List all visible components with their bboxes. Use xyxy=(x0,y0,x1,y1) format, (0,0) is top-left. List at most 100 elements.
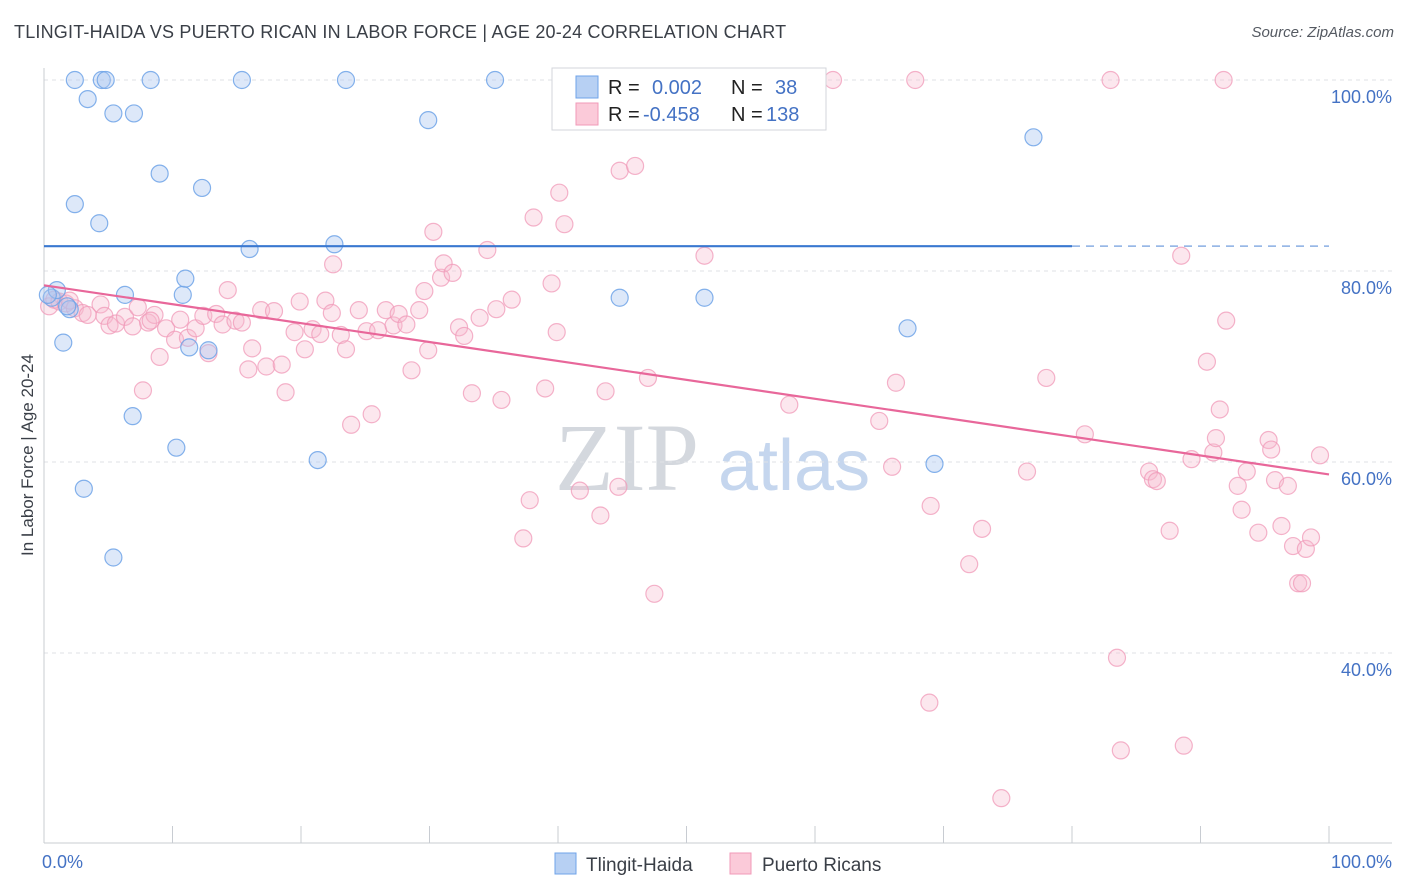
point-tlingit-haida xyxy=(104,104,123,123)
point-puerto-ricans xyxy=(115,307,135,326)
point-puerto-ricans xyxy=(906,70,925,90)
point-puerto-ricans xyxy=(410,301,429,320)
point-puerto-ricans xyxy=(870,411,889,431)
point-tlingit-haida xyxy=(124,104,144,123)
point-tlingit-haida xyxy=(90,214,109,233)
point-tlingit-haida xyxy=(96,70,115,90)
point-puerto-ricans xyxy=(150,347,169,367)
point-tlingit-haida xyxy=(58,297,77,316)
point-tlingit-haida xyxy=(898,319,917,338)
point-puerto-ricans xyxy=(128,298,147,317)
point-puerto-ricans xyxy=(239,360,258,379)
point-tlingit-haida xyxy=(54,333,73,352)
point-tlingit-haida xyxy=(74,479,93,498)
point-puerto-ricans xyxy=(1292,574,1312,593)
point-tlingit-haida xyxy=(325,235,344,254)
point-puerto-ricans xyxy=(1272,516,1291,536)
point-puerto-ricans xyxy=(431,268,451,287)
point-puerto-ricans xyxy=(972,519,992,538)
point-tlingit-haida xyxy=(308,450,327,470)
point-puerto-ricans xyxy=(524,208,543,227)
point-puerto-ricans xyxy=(138,313,158,332)
legend-swatch-tlingit xyxy=(575,75,599,99)
point-tlingit-haida xyxy=(485,70,505,90)
point-puerto-ricans xyxy=(1101,70,1120,90)
point-tlingit-haida xyxy=(240,239,259,259)
legend-r-label-tlingit: R = xyxy=(608,77,640,99)
point-puerto-ricans xyxy=(823,70,843,90)
point-puerto-ricans xyxy=(1262,440,1281,459)
point-puerto-ricans xyxy=(609,477,628,496)
point-puerto-ricans xyxy=(596,382,615,401)
point-puerto-ricans xyxy=(133,381,153,400)
point-puerto-ricans xyxy=(638,368,658,388)
legend-n-value-tlingit: 38 xyxy=(775,77,797,99)
point-puerto-ricans xyxy=(285,323,304,342)
point-puerto-ricans xyxy=(1237,462,1256,481)
point-tlingit-haida xyxy=(925,454,944,474)
point-tlingit-haida xyxy=(65,70,84,90)
point-puerto-ricans xyxy=(226,311,245,330)
chart-title: TLINGIT-HAIDA VS PUERTO RICAN IN LABOR F… xyxy=(14,22,787,42)
point-tlingit-haida xyxy=(1024,128,1043,147)
point-puerto-ricans xyxy=(264,302,284,321)
point-tlingit-haida xyxy=(419,111,438,130)
series-tlingit-haida xyxy=(38,70,1043,567)
x-axis-ticks xyxy=(43,826,1330,843)
point-puerto-ricans xyxy=(419,341,438,360)
point-puerto-ricans xyxy=(295,340,314,359)
point-puerto-ricans xyxy=(610,161,629,180)
point-puerto-ricans xyxy=(695,246,714,265)
legend-n-value-puerto: 138 xyxy=(766,104,799,126)
point-tlingit-haida xyxy=(78,89,97,109)
bottom-legend-swatch-puerto xyxy=(729,852,752,875)
point-puerto-ricans xyxy=(311,324,330,344)
point-puerto-ricans xyxy=(514,529,533,548)
legend-r-label-puerto: R = xyxy=(608,104,640,126)
y-axis-tick-labels: 40.0% 60.0% 80.0% 100.0% xyxy=(1331,87,1392,680)
y-tick-label: 40.0% xyxy=(1341,660,1392,680)
point-puerto-ricans xyxy=(536,379,555,398)
point-tlingit-haida xyxy=(150,164,169,183)
point-tlingit-haida xyxy=(60,300,79,319)
point-puerto-ricans xyxy=(487,300,506,319)
point-puerto-ricans xyxy=(625,156,645,176)
point-tlingit-haida xyxy=(104,548,123,567)
point-puerto-ricans xyxy=(1278,476,1297,495)
point-puerto-ricans xyxy=(645,584,664,603)
trendline-puerto-ricans xyxy=(43,284,1330,476)
point-puerto-ricans xyxy=(1289,574,1308,593)
point-puerto-ricans xyxy=(257,357,276,376)
point-puerto-ricans xyxy=(1206,429,1226,448)
point-tlingit-haida xyxy=(115,285,135,304)
point-tlingit-haida xyxy=(123,407,142,426)
legend-r-value-puerto: -0.458 xyxy=(643,104,700,126)
point-puerto-ricans xyxy=(780,395,799,414)
y-tick-label: 80.0% xyxy=(1341,278,1392,298)
point-puerto-ricans xyxy=(1232,500,1251,519)
point-puerto-ricans xyxy=(276,383,295,402)
point-puerto-ricans xyxy=(1214,70,1233,90)
point-puerto-ricans xyxy=(349,301,368,320)
bottom-legend-label-tlingit: Tlingit-Haida xyxy=(586,855,693,876)
point-puerto-ricans xyxy=(1147,472,1166,491)
legend-n-label-puerto: N = xyxy=(731,104,763,126)
point-puerto-ricans xyxy=(178,328,198,347)
point-puerto-ricans xyxy=(232,313,251,332)
point-tlingit-haida xyxy=(199,341,218,360)
point-tlingit-haida xyxy=(180,338,199,357)
watermark-atlas: atlas xyxy=(718,426,870,506)
point-puerto-ricans xyxy=(492,390,511,410)
legend-n-label-tlingit: N = xyxy=(731,77,763,99)
point-tlingit-haida xyxy=(173,285,192,304)
point-tlingit-haida xyxy=(610,288,629,307)
point-tlingit-haida xyxy=(167,438,186,457)
point-puerto-ricans xyxy=(470,308,489,327)
point-puerto-ricans xyxy=(218,281,237,300)
point-puerto-ricans xyxy=(1037,368,1056,388)
bottom-legend-swatch-tlingit xyxy=(554,852,577,875)
point-puerto-ricans xyxy=(402,361,421,380)
point-puerto-ricans xyxy=(1296,539,1315,559)
legend-r-value-tlingit: 0.002 xyxy=(652,77,702,99)
